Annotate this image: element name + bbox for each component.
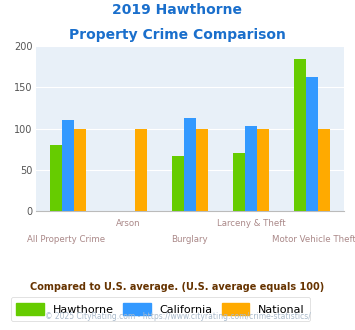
Bar [196, 129, 208, 211]
Text: All Property Crime: All Property Crime [27, 235, 105, 244]
Bar [74, 129, 86, 211]
Text: Burglary: Burglary [171, 235, 208, 244]
Text: © 2025 CityRating.com - https://www.cityrating.com/crime-statistics/: © 2025 CityRating.com - https://www.city… [45, 312, 310, 321]
Text: Compared to U.S. average. (U.S. average equals 100): Compared to U.S. average. (U.S. average … [31, 282, 324, 292]
Bar [184, 118, 196, 211]
Text: Arson: Arson [116, 219, 141, 228]
Text: Property Crime Comparison: Property Crime Comparison [69, 28, 286, 42]
Text: Larceny & Theft: Larceny & Theft [217, 219, 286, 228]
Bar [50, 145, 62, 211]
Bar [233, 153, 245, 211]
Bar [135, 129, 147, 211]
Legend: Hawthorne, California, National: Hawthorne, California, National [11, 297, 310, 321]
Bar [306, 77, 318, 211]
Bar [62, 120, 74, 211]
Text: Motor Vehicle Theft: Motor Vehicle Theft [272, 235, 355, 244]
Bar [245, 126, 257, 211]
Bar [294, 59, 306, 211]
Text: 2019 Hawthorne: 2019 Hawthorne [113, 3, 242, 17]
Bar [171, 156, 184, 211]
Bar [318, 129, 330, 211]
Bar [257, 129, 269, 211]
